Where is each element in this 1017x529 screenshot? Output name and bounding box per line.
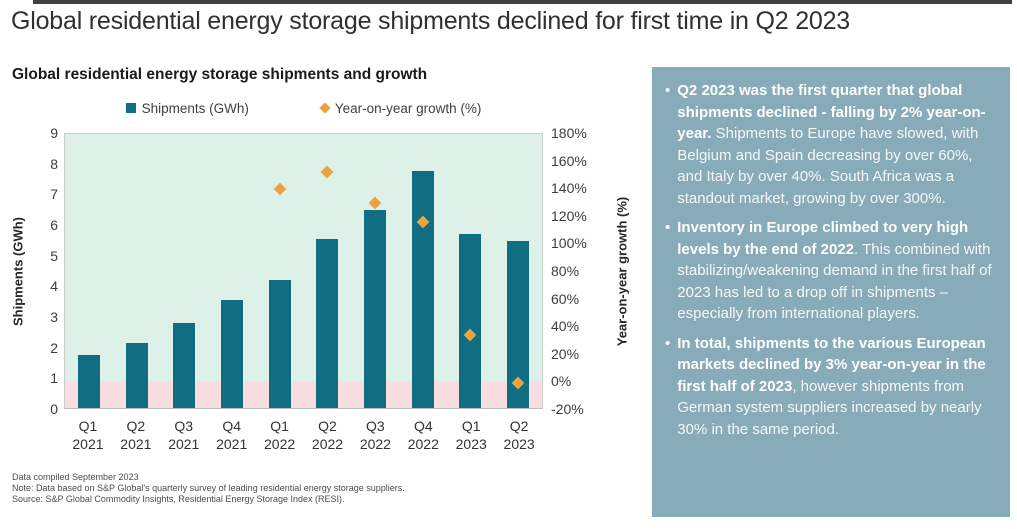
chart-legend: Shipments (GWh) Year-on-year growth (%) bbox=[64, 98, 543, 118]
bullet-lead: In total, shipments to the various Europ… bbox=[677, 334, 986, 395]
bullet-item: • Inventory in Europe climbed to very hig… bbox=[665, 217, 997, 325]
x-axis-label: Q4 2021 bbox=[216, 418, 248, 452]
x-axis-label: Q2 2021 bbox=[120, 418, 152, 452]
y-left-tick: 6 bbox=[50, 217, 58, 233]
footnote-line: Source: S&P Global Commodity Insights, R… bbox=[12, 494, 345, 504]
shipments-bar bbox=[316, 239, 339, 408]
x-axis-label: Q3 2022 bbox=[359, 418, 391, 452]
bullet-text: In total, shipments to the various Europ… bbox=[677, 333, 997, 441]
bullet-item: • Q2 2023 was the first quarter that glob… bbox=[665, 80, 997, 209]
shipments-bar bbox=[364, 210, 387, 408]
page-title: Global residential energy storage shipme… bbox=[11, 7, 851, 35]
legend-item-shipments-legend: Shipments (GWh) bbox=[125, 100, 249, 116]
y-left-tick: 3 bbox=[50, 309, 58, 325]
shipments-bar bbox=[459, 234, 482, 408]
y-left-tick: 2 bbox=[50, 339, 58, 356]
y-right-tick: 60% bbox=[551, 290, 580, 307]
plot-area bbox=[64, 133, 543, 409]
y-right-tick: 140% bbox=[551, 180, 587, 197]
footnotes: Data compiled September 2023 Note: Data b… bbox=[12, 472, 405, 505]
legend-label: Year-on-year growth (%) bbox=[334, 100, 482, 116]
shipments-bar bbox=[411, 170, 434, 408]
legend-item-growth-legend: Year-on-year growth (%) bbox=[319, 100, 482, 116]
bullet-rest: . This combined with stabilizing/weakeni… bbox=[677, 240, 992, 323]
shipments-bar bbox=[125, 342, 148, 408]
legend-label: Shipments (GWh) bbox=[141, 100, 249, 116]
x-axis-labels: Q1 2021 Q2 2021 Q3 2021 Q4 2021 Q1 2022 Q2 2022 Q3 20… bbox=[64, 417, 543, 453]
shipments-bar bbox=[77, 354, 100, 408]
y-left-tick: 8 bbox=[50, 155, 58, 172]
y-right-tick: 120% bbox=[551, 207, 587, 224]
bullet-marker-icon: • bbox=[665, 82, 671, 99]
bullet-item: • In total, shipments to the various Euro… bbox=[665, 333, 997, 441]
y-right-tick: 20% bbox=[551, 345, 580, 362]
bullet-lead: Q2 2023 was the first quarter that globa… bbox=[677, 82, 986, 142]
commentary-sidebar: • Q2 2023 was the first quarter that glob… bbox=[652, 67, 1010, 517]
y-right-tick: 0% bbox=[551, 373, 572, 390]
shipments-bar bbox=[173, 322, 196, 408]
bullet-text: Inventory in Europe climbed to very high… bbox=[677, 217, 997, 325]
y-right-tick: 100% bbox=[551, 235, 587, 252]
shipments-bar bbox=[268, 280, 291, 408]
x-axis-label: Q2 2022 bbox=[311, 418, 344, 452]
y-left-tick: 0 bbox=[50, 401, 58, 417]
y-axis-right-ticks: 180% 160% 140% 120% 100% 80% 60% 40% 20% 0% -20% bbox=[551, 125, 601, 417]
square-marker-icon bbox=[125, 103, 136, 113]
x-axis-label: Q1 2021 bbox=[72, 418, 104, 452]
x-axis-label: Q1 2022 bbox=[264, 418, 296, 452]
shipments-bar bbox=[507, 240, 530, 408]
bullet-rest: Shipments to Europe have slowed, with Be… bbox=[677, 125, 979, 207]
x-axis-label: Q3 2021 bbox=[168, 418, 200, 452]
cropped-element-top bbox=[33, 0, 1012, 4]
diamond-marker-icon bbox=[319, 102, 331, 114]
shipments-bar bbox=[220, 299, 243, 408]
y-right-tick: 180% bbox=[551, 125, 587, 141]
y-right-tick: 40% bbox=[551, 318, 580, 335]
y-axis-left-ticks: 9 8 7 6 5 4 3 2 1 0 bbox=[30, 125, 58, 417]
y-left-tick: 7 bbox=[50, 186, 58, 203]
y-right-tick: 160% bbox=[551, 152, 587, 169]
footnote-line: Data compiled September 2023 bbox=[12, 472, 139, 482]
y-axis-left-label: Shipments (GWh) bbox=[10, 216, 26, 327]
y-left-tick: 9 bbox=[50, 125, 58, 141]
y-left-tick: 4 bbox=[50, 278, 58, 295]
footnote-line: Note: Data based on S&P Global's quarter… bbox=[12, 483, 405, 493]
bullet-marker-icon: • bbox=[665, 219, 671, 236]
bullet-lead: Inventory in Europe climbed to very high… bbox=[677, 219, 969, 258]
y-axis-right-label: Year-on-year growth (%) bbox=[614, 196, 630, 347]
x-axis-label: Q1 2023 bbox=[455, 418, 487, 452]
bullet-text: Q2 2023 was the first quarter that globa… bbox=[677, 80, 997, 209]
y-right-tick: -20% bbox=[551, 401, 584, 417]
y-left-tick: 1 bbox=[50, 370, 58, 387]
y-right-tick: 80% bbox=[551, 263, 580, 279]
chart-title: Global residential energy storage shipme… bbox=[12, 66, 428, 83]
bullet-rest: , however shipments from German system s… bbox=[677, 377, 982, 438]
y-left-tick: 5 bbox=[50, 247, 58, 264]
x-axis-label: Q4 2022 bbox=[407, 418, 439, 452]
x-axis-label: Q2 2023 bbox=[503, 418, 535, 452]
bullet-marker-icon: • bbox=[665, 334, 671, 352]
